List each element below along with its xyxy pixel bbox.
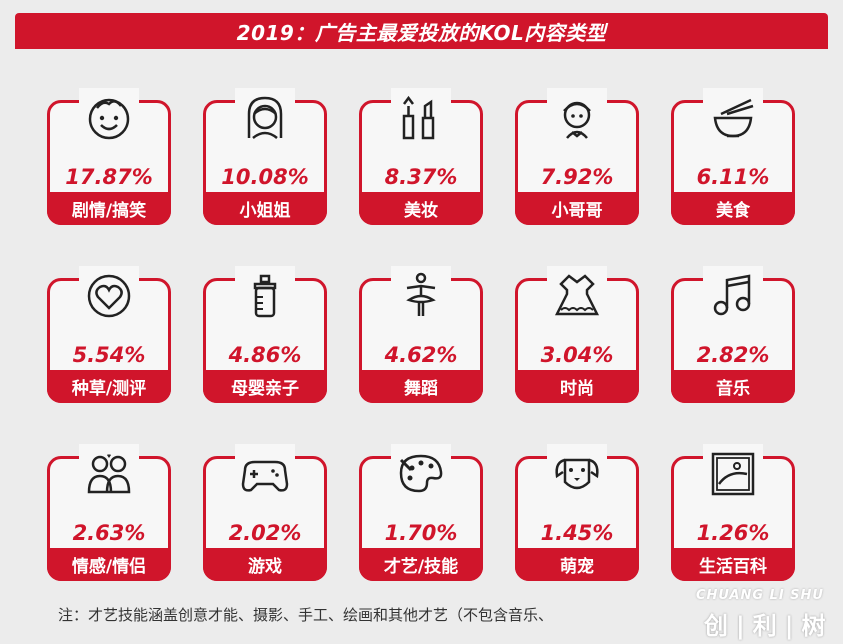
- category-value: 8.37%: [384, 165, 458, 189]
- category-value: 4.86%: [228, 343, 302, 367]
- brand-english: CHUANG LI SHU: [696, 588, 824, 603]
- music-note-icon: [703, 266, 763, 326]
- heart-icon: [79, 266, 139, 326]
- category-value: 2.82%: [696, 343, 770, 367]
- dress-icon: [547, 266, 607, 326]
- category-label: 小姐姐: [203, 192, 327, 225]
- category-label: 美妆: [359, 192, 483, 225]
- category-card: 6.11% 美食: [671, 88, 795, 225]
- category-value: 5.54%: [72, 343, 146, 367]
- category-card: 1.45% 萌宠: [515, 444, 639, 581]
- category-label: 剧情/搞笑: [47, 192, 171, 225]
- category-label: 小哥哥: [515, 192, 639, 225]
- category-card: 1.70% 才艺/技能: [359, 444, 483, 581]
- category-label: 才艺/技能: [359, 548, 483, 581]
- palette-icon: [391, 444, 451, 504]
- category-value: 10.08%: [221, 165, 309, 189]
- category-value: 1.45%: [540, 521, 614, 545]
- category-label: 音乐: [671, 370, 795, 403]
- category-value: 2.02%: [228, 521, 302, 545]
- category-card: 4.86% 母婴亲子: [203, 266, 327, 403]
- ballerina-icon: [391, 266, 451, 326]
- couple-icon: [79, 444, 139, 504]
- girl-icon: [235, 88, 295, 148]
- category-card: 3.04% 时尚: [515, 266, 639, 403]
- category-card: 2.02% 游戏: [203, 444, 327, 581]
- category-label: 母婴亲子: [203, 370, 327, 403]
- category-value: 1.26%: [696, 521, 770, 545]
- category-card: 10.08% 小姐姐: [203, 88, 327, 225]
- smiley-face-icon: [79, 88, 139, 148]
- brand-watermark: CHUANG LI SHU 创|利|树: [686, 588, 836, 640]
- category-label: 种草/测评: [47, 370, 171, 403]
- category-grid: 17.87% 剧情/搞笑 10.08% 小姐姐 8.37% 美妆 7.92% 小哥哥 6.11%…: [47, 75, 795, 585]
- category-label: 游戏: [203, 548, 327, 581]
- category-label: 时尚: [515, 370, 639, 403]
- gamepad-icon: [235, 444, 295, 504]
- boy-icon: [547, 88, 607, 148]
- category-value: 3.04%: [540, 343, 614, 367]
- category-card: 1.26% 生活百科: [671, 444, 795, 581]
- category-value: 1.70%: [384, 521, 458, 545]
- footnote: 注：才艺技能涵盖创意才能、摄影、手工、绘画和其他才艺（不包含音乐、: [58, 606, 554, 624]
- category-label: 萌宠: [515, 548, 639, 581]
- baby-bottle-icon: [235, 266, 295, 326]
- noodle-bowl-icon: [703, 88, 763, 148]
- brand-chinese: 创|利|树: [704, 612, 834, 640]
- category-value: 7.92%: [540, 165, 614, 189]
- picture-icon: [703, 444, 763, 504]
- chart-title: 2019：广告主最爱投放的KOL内容类型: [15, 13, 828, 49]
- category-value: 4.62%: [384, 343, 458, 367]
- category-card: 5.54% 种草/测评: [47, 266, 171, 403]
- category-card: 2.82% 音乐: [671, 266, 795, 403]
- category-card: 7.92% 小哥哥: [515, 88, 639, 225]
- makeup-icon: [391, 88, 451, 148]
- category-card: 17.87% 剧情/搞笑: [47, 88, 171, 225]
- category-label: 生活百科: [671, 548, 795, 581]
- category-label: 美食: [671, 192, 795, 225]
- category-card: 2.63% 情感/情侣: [47, 444, 171, 581]
- category-card: 8.37% 美妆: [359, 88, 483, 225]
- category-card: 4.62% 舞蹈: [359, 266, 483, 403]
- category-value: 6.11%: [696, 165, 770, 189]
- category-label: 舞蹈: [359, 370, 483, 403]
- category-value: 2.63%: [72, 521, 146, 545]
- category-value: 17.87%: [65, 165, 153, 189]
- dog-icon: [547, 444, 607, 504]
- category-label: 情感/情侣: [47, 548, 171, 581]
